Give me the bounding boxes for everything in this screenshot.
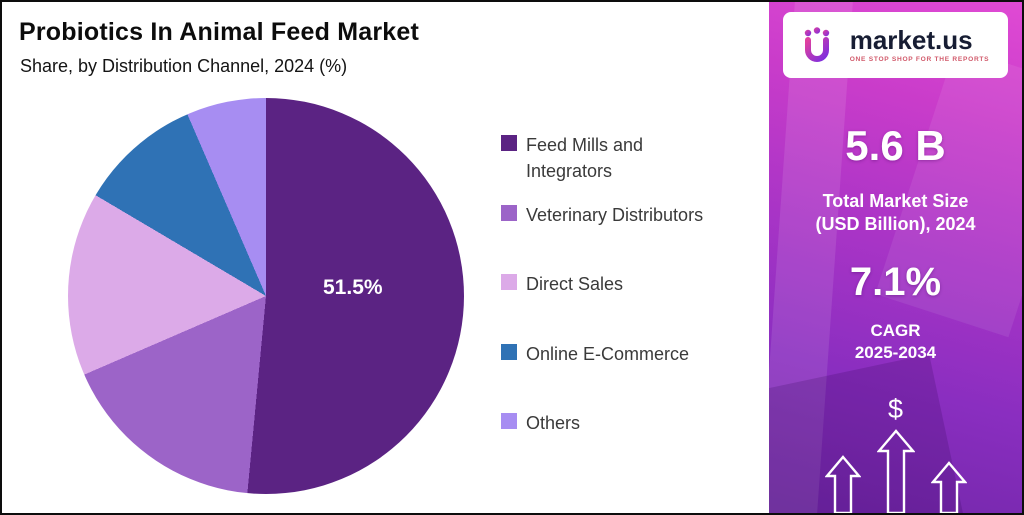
brand-name: market.us: [849, 25, 973, 55]
stats-sidebar: market.us ONE STOP SHOP FOR THE REPORTS …: [769, 2, 1022, 513]
legend-swatch: [501, 413, 517, 429]
legend-item: Feed Mills and Integrators: [501, 132, 714, 184]
market-size-label-line2: (USD Billion), 2024: [815, 213, 976, 234]
cagr-label: CAGR 2025-2034: [769, 320, 1022, 364]
legend-label: Online E-Commerce: [526, 344, 690, 364]
dollar-icon: $: [887, 394, 904, 424]
legend-swatch: [501, 205, 517, 221]
brand-tagline: ONE STOP SHOP FOR THE REPORTS: [849, 56, 990, 63]
legend-item: Direct Sales: [501, 271, 623, 297]
market-size-label-line1: Total Market Size: [822, 191, 969, 211]
legend-swatch: [501, 274, 517, 290]
cagr-value: 7.1%: [849, 260, 942, 304]
growth-arrows: [769, 429, 1022, 513]
growth-arrow-icon: [824, 455, 861, 513]
legend-item: Veterinary Distributors: [501, 202, 703, 228]
legend-label: Others: [526, 413, 581, 433]
legend-label: Feed Mills and Integrators: [526, 135, 644, 182]
legend-swatch: [501, 344, 517, 360]
pie-chart: [68, 98, 464, 494]
cagr-label-line1: CAGR: [870, 321, 921, 340]
legend-label: Direct Sales: [526, 274, 624, 294]
page-subtitle: Share, by Distribution Channel, 2024 (%): [20, 56, 348, 76]
pie-slice-data-label: 51.5%: [323, 276, 383, 299]
legend-swatch: [501, 135, 517, 151]
legend-item: Online E-Commerce: [501, 341, 689, 367]
market-size-label: Total Market Size (USD Billion), 2024: [769, 190, 1022, 235]
market-size-value: 5.6 B: [845, 122, 946, 169]
pie-chart-area: 51.5%: [68, 98, 464, 494]
growth-arrow-icon: [930, 461, 967, 513]
cagr-label-line2: 2025-2034: [854, 343, 937, 363]
chart-legend: Feed Mills and Integrators Veterinary Di…: [501, 2, 751, 513]
marketus-logo-icon: [804, 27, 839, 62]
growth-arrow-icon: [876, 429, 915, 513]
page-title: Probiotics In Animal Feed Market: [19, 18, 420, 46]
legend-label: Veterinary Distributors: [526, 205, 704, 225]
brand-logo: market.us ONE STOP SHOP FOR THE REPORTS: [783, 12, 1008, 78]
legend-item: Others: [501, 410, 580, 436]
